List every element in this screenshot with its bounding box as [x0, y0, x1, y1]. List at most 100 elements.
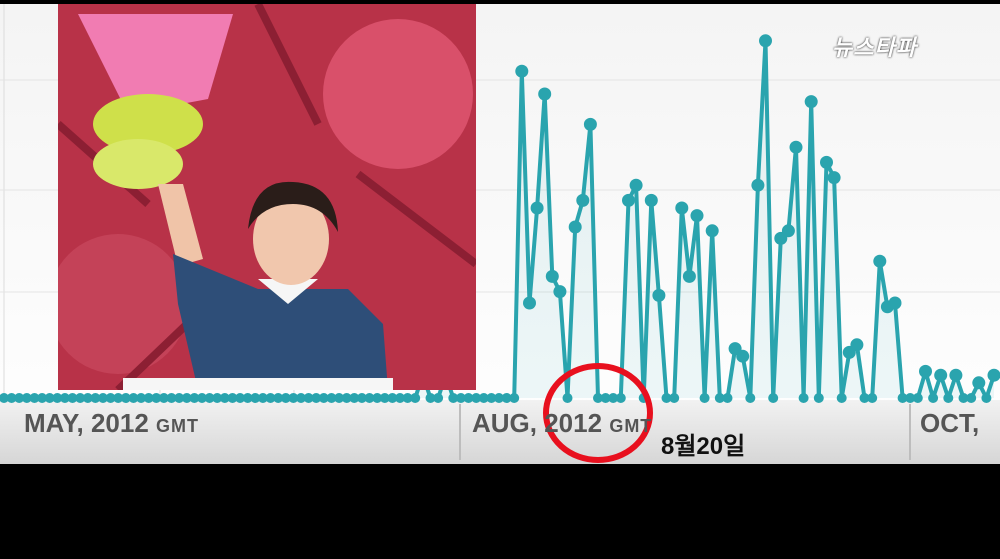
- data-point: [341, 393, 352, 403]
- mural-lines: [58, 4, 476, 390]
- person-hair: [248, 181, 338, 232]
- data-point: [836, 393, 847, 403]
- data-point: [242, 393, 253, 403]
- data-point: [158, 393, 169, 403]
- data-point: [850, 338, 864, 352]
- data-point: [888, 296, 902, 310]
- data-point: [303, 393, 314, 403]
- data-point: [204, 393, 215, 403]
- data-point: [280, 393, 291, 403]
- data-point: [136, 393, 147, 403]
- data-point: [934, 368, 948, 382]
- data-point: [471, 393, 482, 403]
- podium: [123, 378, 393, 390]
- data-point: [212, 393, 223, 403]
- data-point: [622, 193, 635, 207]
- data-point: [166, 393, 177, 403]
- data-point: [455, 393, 466, 403]
- flower-bouquet: [78, 14, 233, 189]
- data-point: [395, 393, 405, 403]
- data-point: [722, 393, 733, 403]
- data-point: [67, 393, 78, 403]
- data-point: [943, 393, 954, 403]
- data-point: [501, 393, 512, 403]
- data-point: [615, 393, 626, 403]
- data-point: [433, 393, 444, 403]
- x-tick-label-aug: AUG, 2012 GMT: [472, 408, 652, 439]
- broadcaster-logo: 뉴스타파: [832, 35, 917, 60]
- data-point: [675, 201, 689, 215]
- highlight-circle: [543, 363, 653, 463]
- raised-arm: [158, 184, 203, 266]
- data-point: [759, 34, 772, 48]
- data-point: [897, 393, 908, 403]
- data-point: [583, 117, 597, 131]
- x-axis-band: [0, 400, 1000, 464]
- collar: [258, 279, 318, 304]
- x-tick-main: AUG, 2012: [472, 408, 603, 438]
- data-point: [745, 393, 756, 403]
- data-point: [174, 393, 185, 403]
- person-body: [173, 254, 388, 390]
- data-point: [515, 64, 529, 78]
- data-point: [334, 393, 345, 403]
- data-point: [410, 393, 421, 403]
- data-point: [227, 393, 238, 403]
- data-point: [545, 269, 559, 283]
- series-area: [4, 40, 994, 399]
- data-point: [949, 368, 963, 382]
- data-point: [873, 254, 887, 268]
- data-point: [463, 393, 474, 403]
- data-point: [781, 224, 795, 238]
- mural-face-1: [323, 19, 473, 169]
- data-point: [402, 393, 413, 403]
- data-series: [0, 34, 1000, 403]
- data-point: [372, 393, 383, 403]
- x-tick-main: MAY, 2012: [24, 408, 149, 438]
- data-point: [113, 393, 124, 403]
- data-point: [820, 155, 833, 169]
- data-point: [21, 393, 32, 403]
- data-point: [6, 393, 17, 403]
- data-point: [804, 95, 818, 109]
- data-point: [789, 140, 803, 154]
- x-axis-dividers: [459, 404, 911, 460]
- data-point: [905, 393, 916, 403]
- data-point: [699, 393, 710, 403]
- data-point: [151, 393, 162, 403]
- data-point: [813, 393, 824, 403]
- data-point: [143, 393, 154, 403]
- data-point: [608, 393, 619, 403]
- data-point: [509, 393, 520, 403]
- data-point: [714, 393, 725, 403]
- data-point: [705, 224, 719, 238]
- data-point: [37, 393, 48, 403]
- data-point: [181, 393, 192, 403]
- data-point: [356, 393, 367, 403]
- data-point: [219, 393, 230, 403]
- data-point: [987, 368, 1000, 382]
- data-point: [644, 193, 658, 207]
- data-point: [553, 285, 567, 299]
- data-point: [235, 393, 246, 403]
- data-point: [128, 393, 139, 403]
- data-point: [538, 87, 552, 101]
- data-point: [82, 393, 93, 403]
- data-point: [661, 393, 672, 403]
- data-point: [52, 393, 63, 403]
- data-point: [478, 393, 489, 403]
- data-point: [189, 393, 200, 403]
- data-point: [530, 201, 544, 215]
- data-point: [652, 288, 666, 302]
- data-point: [669, 393, 680, 403]
- x-tick-suffix: GMT: [609, 416, 653, 436]
- data-point: [494, 393, 504, 403]
- x-tick-suffix: GMT: [156, 416, 200, 436]
- data-point: [562, 393, 573, 403]
- x-tick-label-may: MAY, 2012 GMT: [24, 408, 199, 439]
- data-point: [981, 393, 992, 403]
- x-tick-main: OCT,: [920, 408, 980, 438]
- data-point: [593, 393, 603, 403]
- data-point: [59, 393, 70, 403]
